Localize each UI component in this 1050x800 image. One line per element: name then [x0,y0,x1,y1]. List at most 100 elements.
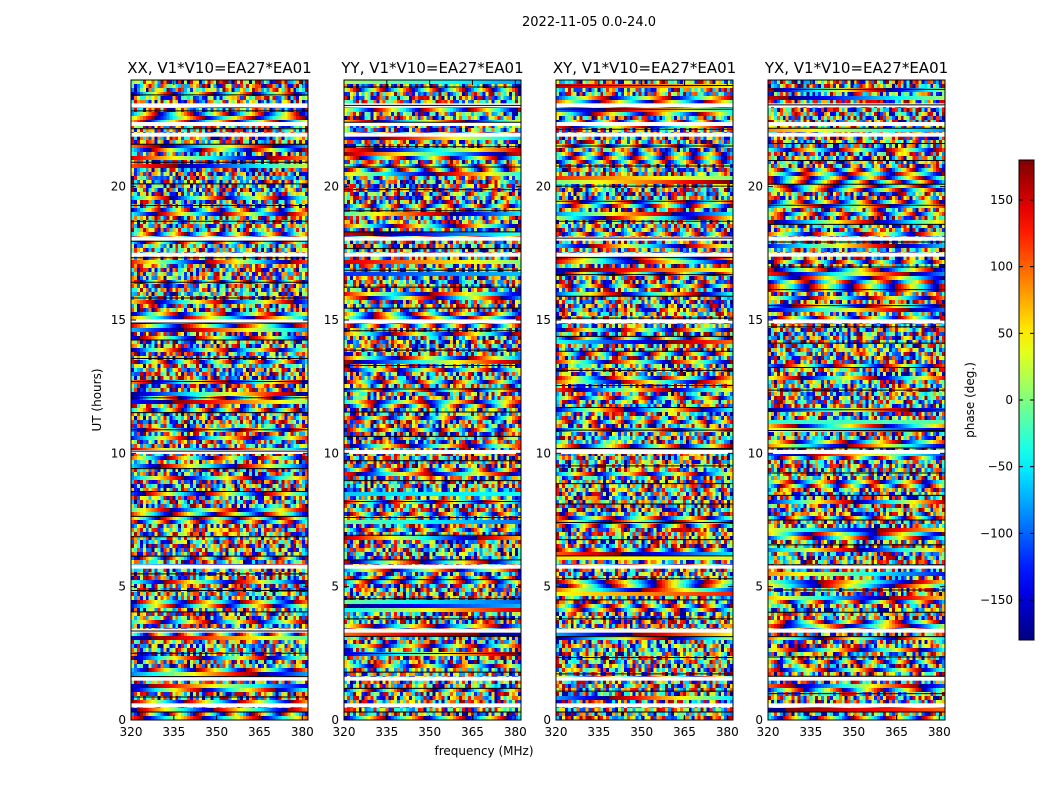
y-tick-label: 5 [543,580,551,594]
x-tick-label: 365 [248,725,271,739]
y-tick-label: 20 [536,180,551,194]
flagged-gap [131,703,308,708]
x-tick-label: 335 [587,725,610,739]
flagged-gap [556,252,733,257]
flagged-gap [556,319,733,324]
x-tick-label: 380 [716,725,739,739]
phase-image [131,80,308,720]
flagged-gap [768,122,945,126]
x-tick-label: 320 [120,725,143,739]
flagged-gap [344,236,521,241]
flagged-gap [131,319,308,324]
flagged-gap [556,122,733,126]
flagged-gap [344,564,521,569]
x-tick-label: 335 [162,725,185,739]
colorbar-label: phase (deg.) [963,362,977,438]
panel-yy: YY, V1*V10=EA27*EA01 320 335 350 365 380 0 5 10 1… [324,59,527,739]
flagged-gap [768,319,945,324]
x-tick-label: 320 [333,725,356,739]
flagged-gap [344,252,521,257]
x-tick-label: 350 [630,725,653,739]
flagged-gap [344,703,521,708]
panel-xy: XY, V1*V10=EA27*EA01 320 335 350 365 380 0 5 10 1… [536,59,739,739]
figure-title: 2022-11-05 0.0-24.0 [522,15,656,30]
flagged-gap [556,564,733,569]
y-tick-label: 20 [748,180,763,194]
y-tick-label: 10 [324,446,339,460]
x-tick-label: 350 [205,725,228,739]
flagged-gap [131,132,308,137]
y-tick-label: 10 [536,446,551,460]
x-tick-label: 320 [545,725,568,739]
y-tick-label: 0 [331,713,339,727]
phase-image [768,80,945,720]
phase-image [556,80,733,720]
panel-frame [555,79,734,721]
flagged-gap [131,252,308,257]
colorbar-tick-label: 0 [1005,393,1013,407]
y-tick-label: 20 [324,180,339,194]
x-tick-label: 350 [842,725,865,739]
flagged-gap [768,252,945,257]
y-axis-label: UT (hours) [90,368,104,431]
x-axis-label: frequency (MHz) [434,744,533,758]
colorbar-tick-label: −150 [980,593,1013,607]
flagged-gap [556,236,733,241]
y-tick-label: 0 [755,713,763,727]
flagged-gap [344,628,521,633]
flagged-gap [556,676,733,681]
x-tick-label: 335 [375,725,398,739]
panel-xx: XX, V1*V10=EA27*EA01 320 335 350 365 380 0 5 10 1… [111,59,314,739]
panel-title: YY, V1*V10=EA27*EA01 [340,59,523,77]
x-tick-label: 350 [418,725,441,739]
flagged-gap [768,450,945,454]
flagged-gap [131,676,308,681]
x-tick-label: 365 [673,725,696,739]
colorbar: 150 100 50 0 −50 −100 −150 [980,159,1035,641]
panel-title: YX, V1*V10=EA27*EA01 [764,59,948,77]
flagged-gap [768,103,945,108]
colorbar-tick-label: 100 [990,260,1013,274]
flagged-gap [556,628,733,633]
flagged-gap [131,564,308,569]
panel-frame [767,79,946,721]
panel-frame [343,79,522,721]
colorbar-tick-label: 50 [998,326,1013,340]
flagged-gap [344,450,521,454]
flagged-gap [556,132,733,137]
x-tick-label: 365 [885,725,908,739]
panel-frame [130,79,309,721]
y-tick-label: 10 [111,446,126,460]
phase-image [344,80,521,720]
x-tick-label: 365 [461,725,484,739]
flagged-gap [556,450,733,454]
flagged-gap [768,236,945,241]
flagged-gap [768,676,945,681]
y-tick-label: 15 [748,313,763,327]
flagged-gap [131,103,308,108]
y-tick-label: 20 [111,180,126,194]
x-tick-label: 380 [291,725,314,739]
flagged-gap [344,676,521,681]
y-tick-label: 15 [536,313,551,327]
panel-title: XX, V1*V10=EA27*EA01 [127,59,311,77]
panels-group: XX, V1*V10=EA27*EA01 320 335 350 365 380 0 5 10 1… [111,59,951,739]
panel-yx: YX, V1*V10=EA27*EA01 320 335 350 365 380 0 5 10 1… [748,59,951,739]
flagged-gap [131,122,308,126]
flagged-gap [344,122,521,126]
flagged-gap [344,319,521,324]
y-tick-label: 5 [118,580,126,594]
flagged-gap [556,103,733,108]
colorbar-tick-label: −50 [988,460,1013,474]
x-tick-label: 380 [504,725,527,739]
x-tick-label: 335 [799,725,822,739]
y-tick-label: 15 [324,313,339,327]
colorbar-tick-label: −100 [980,526,1013,540]
x-tick-label: 320 [757,725,780,739]
panel-title: XY, V1*V10=EA27*EA01 [553,59,736,77]
y-tick-label: 5 [755,580,763,594]
y-tick-label: 0 [118,713,126,727]
y-tick-label: 15 [111,313,126,327]
x-tick-label: 380 [928,725,951,739]
